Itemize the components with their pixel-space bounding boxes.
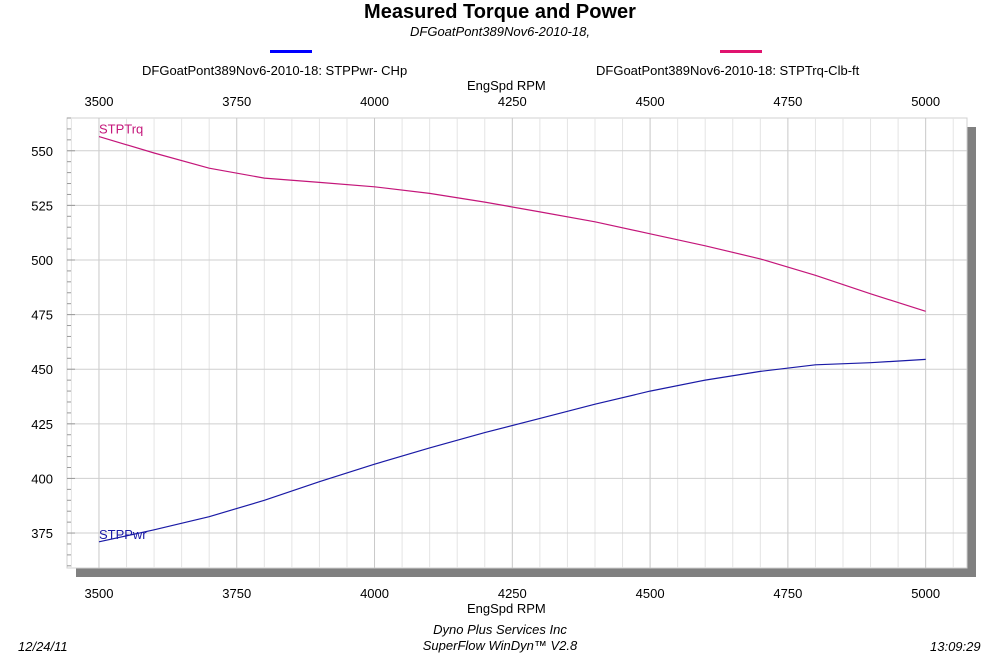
x-tick-label-bottom: 3750 [222, 586, 251, 601]
x-tick-label-bottom: 4750 [773, 586, 802, 601]
x-tick-label-top: 4750 [773, 94, 802, 109]
legend-swatch-power [270, 50, 312, 53]
x-tick-label-top: 4500 [636, 94, 665, 109]
series-line-stppwr [98, 358, 926, 543]
legend-label-power: DFGoatPont389Nov6-2010-18: STPPwr- CHp [142, 63, 408, 78]
y-tick-label: 425 [31, 417, 53, 432]
x-tick-label-bottom: 5000 [911, 586, 940, 601]
chart-subtitle: DFGoatPont389Nov6-2010-18, [410, 24, 590, 39]
legend-label-torque: DFGoatPont389Nov6-2010-18: STPTrq-Clb-ft [596, 63, 860, 78]
x-tick-label-top: 4000 [360, 94, 389, 109]
x-axis-title-top: EngSpd RPM [467, 78, 546, 93]
footer-time: 13:09:29 [930, 639, 981, 654]
chart-title: Measured Torque and Power [364, 1, 636, 23]
x-tick-label-top: 5000 [911, 94, 940, 109]
y-tick-label: 400 [31, 471, 53, 486]
x-tick-label-bottom: 4000 [360, 586, 389, 601]
y-tick-label: 500 [31, 253, 53, 268]
series-label-stptrq: STPTrq [99, 122, 143, 137]
y-tick-label: 450 [31, 362, 53, 377]
x-tick-label-top: 4250 [498, 94, 527, 109]
y-tick-label: 550 [31, 144, 53, 159]
x-tick-label-top: 3750 [222, 94, 251, 109]
plot-area [66, 117, 968, 569]
footer-company: Dyno Plus Services Inc [433, 622, 567, 637]
y-tick-label: 475 [31, 308, 53, 323]
footer-date: 12/24/11 [18, 639, 68, 654]
y-tick-label: 525 [31, 198, 53, 213]
x-tick-label-top: 3500 [85, 94, 114, 109]
y-tick-label: 375 [31, 526, 53, 541]
x-tick-label-bottom: 4500 [636, 586, 665, 601]
x-tick-label-bottom: 3500 [85, 586, 114, 601]
legend-swatch-torque [720, 50, 762, 53]
x-tick-label-bottom: 4250 [498, 586, 527, 601]
series-line-stptrq [98, 136, 926, 312]
footer-software: SuperFlow WinDyn™ V2.8 [422, 638, 578, 653]
series-label-stppwr: STPPwr [99, 527, 147, 542]
x-axis-title-bottom: EngSpd RPM [467, 601, 546, 616]
